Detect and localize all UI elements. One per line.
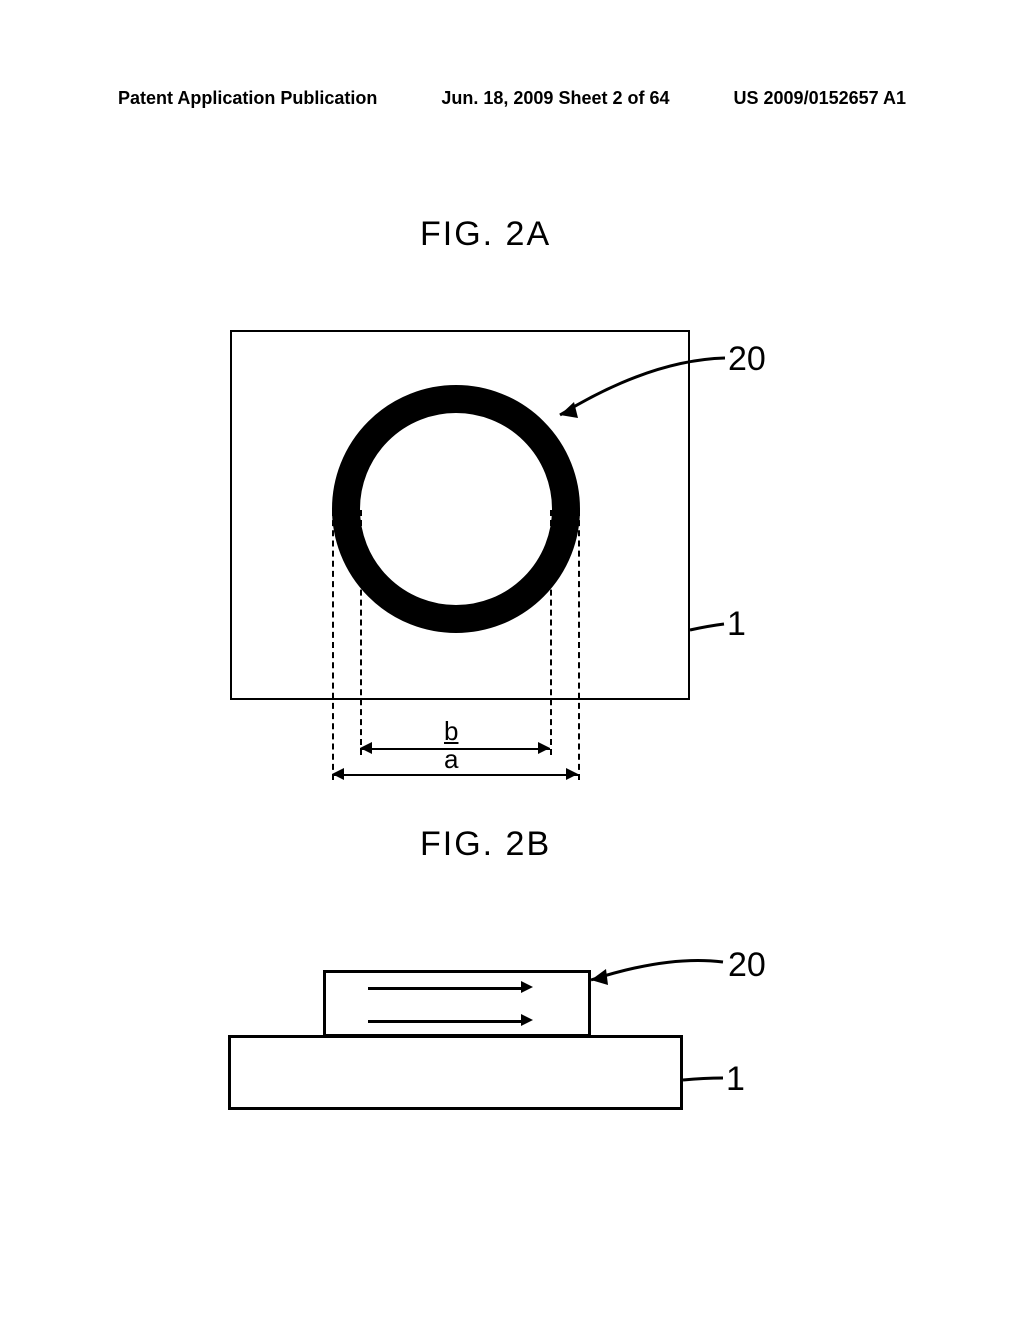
fig-2b-title: FIG. 2B (420, 825, 551, 864)
header-mid: Jun. 18, 2009 Sheet 2 of 64 (441, 88, 669, 109)
fig-2b: 20 1 (228, 930, 798, 1150)
ref-1: 1 (727, 605, 746, 644)
ref-1b: 1 (726, 1060, 745, 1099)
header-right: US 2009/0152657 A1 (734, 88, 906, 109)
ref-20b: 20 (728, 946, 766, 985)
ref-20: 20 (728, 340, 766, 379)
leader-lines-2a (230, 330, 795, 790)
header-left: Patent Application Publication (118, 88, 377, 109)
page-header: Patent Application Publication Jun. 18, … (0, 88, 1024, 109)
leader-lines-2b (228, 930, 798, 1150)
fig-2a: b a 20 1 (230, 330, 795, 790)
fig-2a-title: FIG. 2A (420, 215, 551, 254)
